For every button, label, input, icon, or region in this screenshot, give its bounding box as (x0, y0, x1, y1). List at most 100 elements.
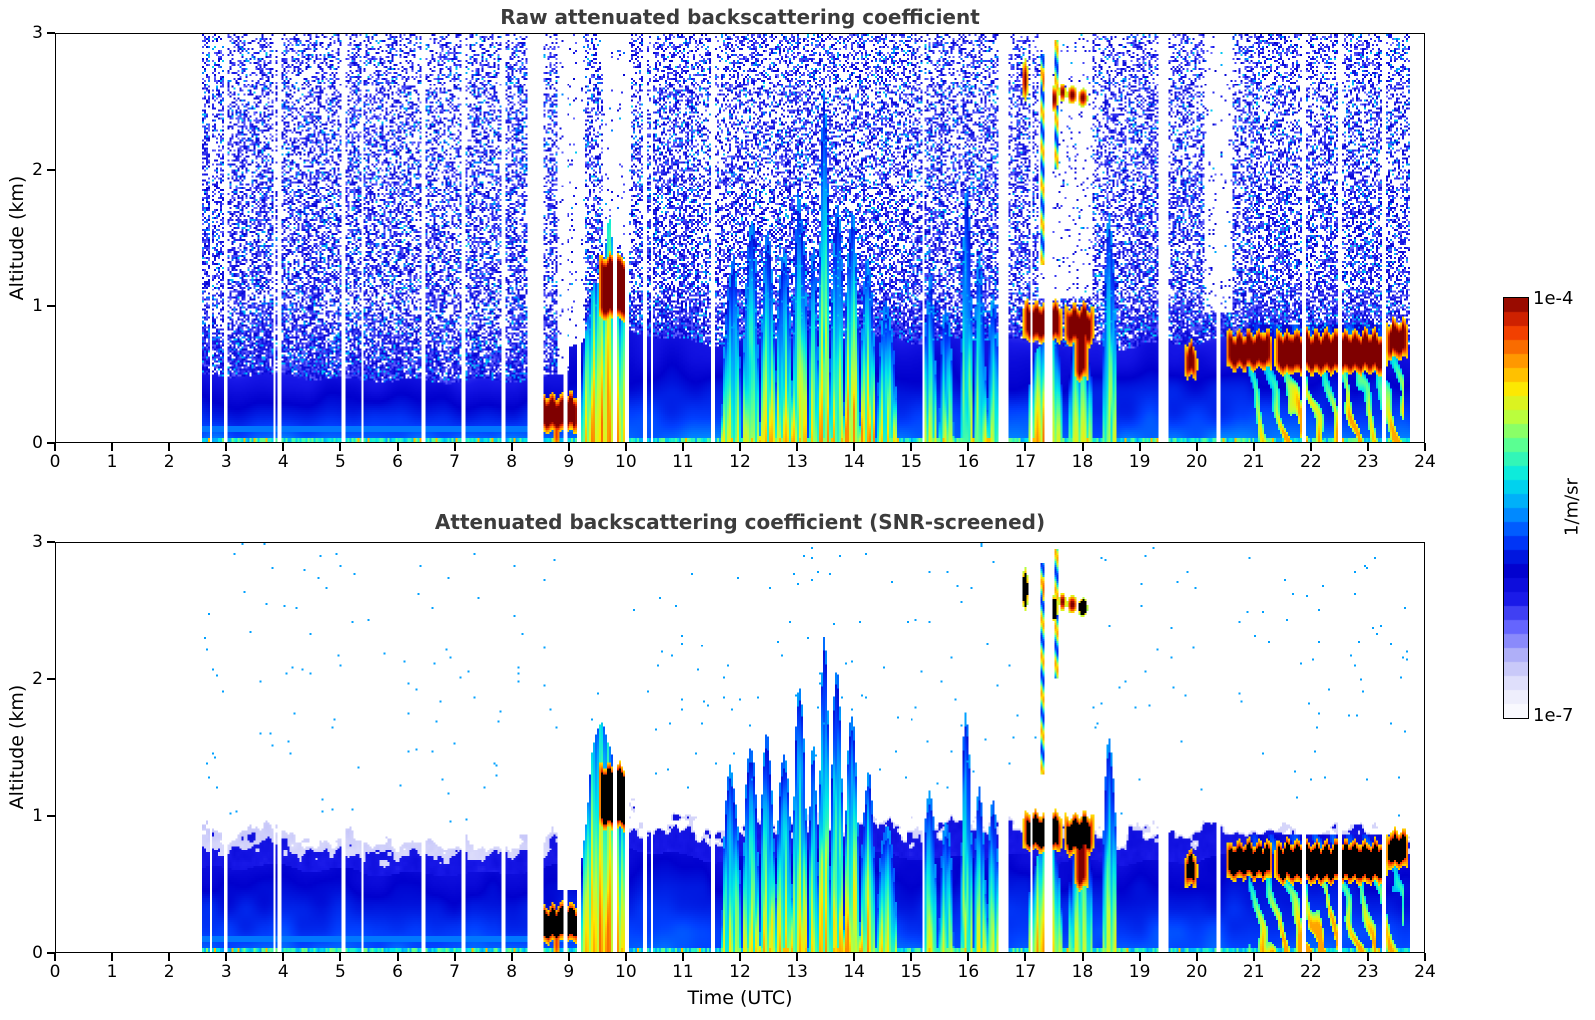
raw-x-tick (1366, 443, 1369, 451)
screened-panel-title: Attenuated backscattering coefficient (S… (434, 510, 1046, 534)
raw-x-tick-label: 15 (900, 452, 923, 472)
raw-x-tick (681, 443, 684, 451)
screened-x-tick-label: 16 (957, 962, 980, 982)
raw-x-tick (853, 443, 856, 451)
raw-x-tick-label: 0 (49, 452, 61, 472)
screened-x-tick (168, 953, 171, 961)
raw-x-tick (396, 443, 399, 451)
colorbar-min-label: 1e-7 (1533, 705, 1574, 726)
raw-x-tick-label: 2 (163, 452, 175, 472)
screened-x-tick-label: 17 (1014, 962, 1037, 982)
screened-x-tick-label: 5 (334, 962, 346, 982)
screened-x-tick (225, 953, 228, 961)
screened-x-tick (1309, 953, 1312, 961)
screened-x-tick (1138, 953, 1141, 961)
screened-x-tick-label: 2 (163, 962, 175, 982)
screened-x-tick-label: 22 (1300, 962, 1322, 982)
raw-x-tick-label: 7 (449, 452, 460, 472)
screened-y-tick-label: 1 (32, 806, 43, 826)
screened-x-tick (910, 953, 913, 961)
raw-x-tick (1195, 443, 1198, 451)
screened-x-tick (1252, 953, 1255, 961)
screened-x-tick-label: 23 (1357, 962, 1379, 982)
screened-x-tick (1366, 953, 1369, 961)
raw-x-tick (1138, 443, 1141, 451)
screened-x-tick (1081, 953, 1084, 961)
raw-heatmap-canvas (56, 34, 1424, 442)
screened-x-tick-label: 15 (900, 962, 923, 982)
raw-x-tick (339, 443, 342, 451)
raw-y-tick-label: 0 (32, 433, 43, 453)
screened-x-tick (967, 953, 970, 961)
screened-y-tick-label: 0 (32, 943, 43, 963)
screened-heatmap-canvas (56, 543, 1424, 952)
raw-x-tick-label: 18 (1071, 452, 1094, 472)
screened-x-tick-label: 1 (106, 962, 118, 982)
raw-x-tick-label: 14 (843, 452, 865, 472)
raw-x-tick (510, 443, 513, 451)
screened-x-tick-label: 7 (449, 962, 460, 982)
screened-x-tick-label: 6 (392, 962, 403, 982)
raw-y-axis-label: Altitude (km) (6, 175, 28, 301)
raw-x-tick-label: 17 (1014, 452, 1037, 472)
raw-x-tick-label: 23 (1357, 452, 1379, 472)
raw-x-tick-label: 10 (615, 452, 637, 472)
screened-x-tick (681, 953, 684, 961)
screened-x-tick-label: 0 (49, 962, 61, 982)
screened-x-tick-label: 13 (786, 962, 808, 982)
colorbar (1503, 297, 1529, 719)
raw-x-tick-label: 20 (1185, 452, 1208, 472)
raw-y-tick-label: 1 (32, 296, 43, 317)
screened-x-tick (1195, 953, 1198, 961)
raw-x-tick (624, 443, 627, 451)
raw-x-tick-label: 3 (220, 452, 232, 472)
screened-x-tick-label: 19 (1128, 962, 1151, 982)
screened-x-tick-label: 18 (1071, 962, 1094, 982)
raw-y-tick (47, 32, 55, 34)
screened-x-tick (567, 953, 570, 961)
raw-x-tick-label: 22 (1300, 452, 1322, 472)
screened-plot-area (55, 542, 1425, 953)
screened-x-tick (453, 953, 456, 961)
colorbar-unit-label: 1/m/sr (1561, 478, 1583, 536)
raw-x-tick (1252, 443, 1255, 451)
raw-x-tick-label: 5 (334, 452, 346, 472)
screened-y-tick-label: 2 (32, 669, 43, 689)
raw-x-tick (225, 443, 228, 451)
screened-x-tick-label: 14 (843, 962, 865, 982)
raw-y-tick (47, 442, 55, 444)
screened-x-tick-label: 9 (563, 962, 575, 982)
screened-x-tick (111, 953, 114, 961)
screened-x-tick-label: 4 (277, 962, 289, 982)
screened-x-tick (54, 953, 56, 961)
raw-y-tick (47, 168, 55, 171)
screened-x-tick (739, 953, 741, 961)
raw-x-tick (111, 443, 114, 451)
screened-y-tick (47, 815, 55, 817)
raw-x-tick (739, 443, 741, 451)
screened-x-tick (282, 953, 285, 961)
screened-y-axis-label: Altitude (km) (6, 684, 28, 810)
screened-x-tick (396, 953, 399, 961)
raw-y-tick-label: 2 (32, 159, 43, 180)
raw-x-tick (967, 443, 970, 451)
raw-x-tick (910, 443, 913, 451)
raw-x-tick (282, 443, 285, 451)
raw-x-tick-label: 6 (392, 452, 403, 472)
raw-x-tick (1424, 443, 1426, 451)
screened-x-tick-label: 12 (729, 962, 751, 982)
screened-x-tick (510, 953, 513, 961)
raw-x-tick-label: 8 (506, 452, 518, 472)
raw-x-tick-label: 19 (1128, 452, 1151, 472)
screened-y-tick (47, 541, 55, 543)
raw-x-tick-label: 9 (563, 452, 575, 472)
screened-x-tick-label: 11 (672, 962, 694, 982)
raw-x-tick (1024, 443, 1027, 451)
raw-x-tick-label: 11 (672, 452, 694, 472)
screened-x-tick (339, 953, 342, 961)
raw-x-tick-label: 4 (277, 452, 289, 472)
screened-x-tick-label: 10 (615, 962, 637, 982)
raw-y-tick-label: 3 (32, 23, 43, 43)
raw-x-tick (796, 443, 799, 451)
